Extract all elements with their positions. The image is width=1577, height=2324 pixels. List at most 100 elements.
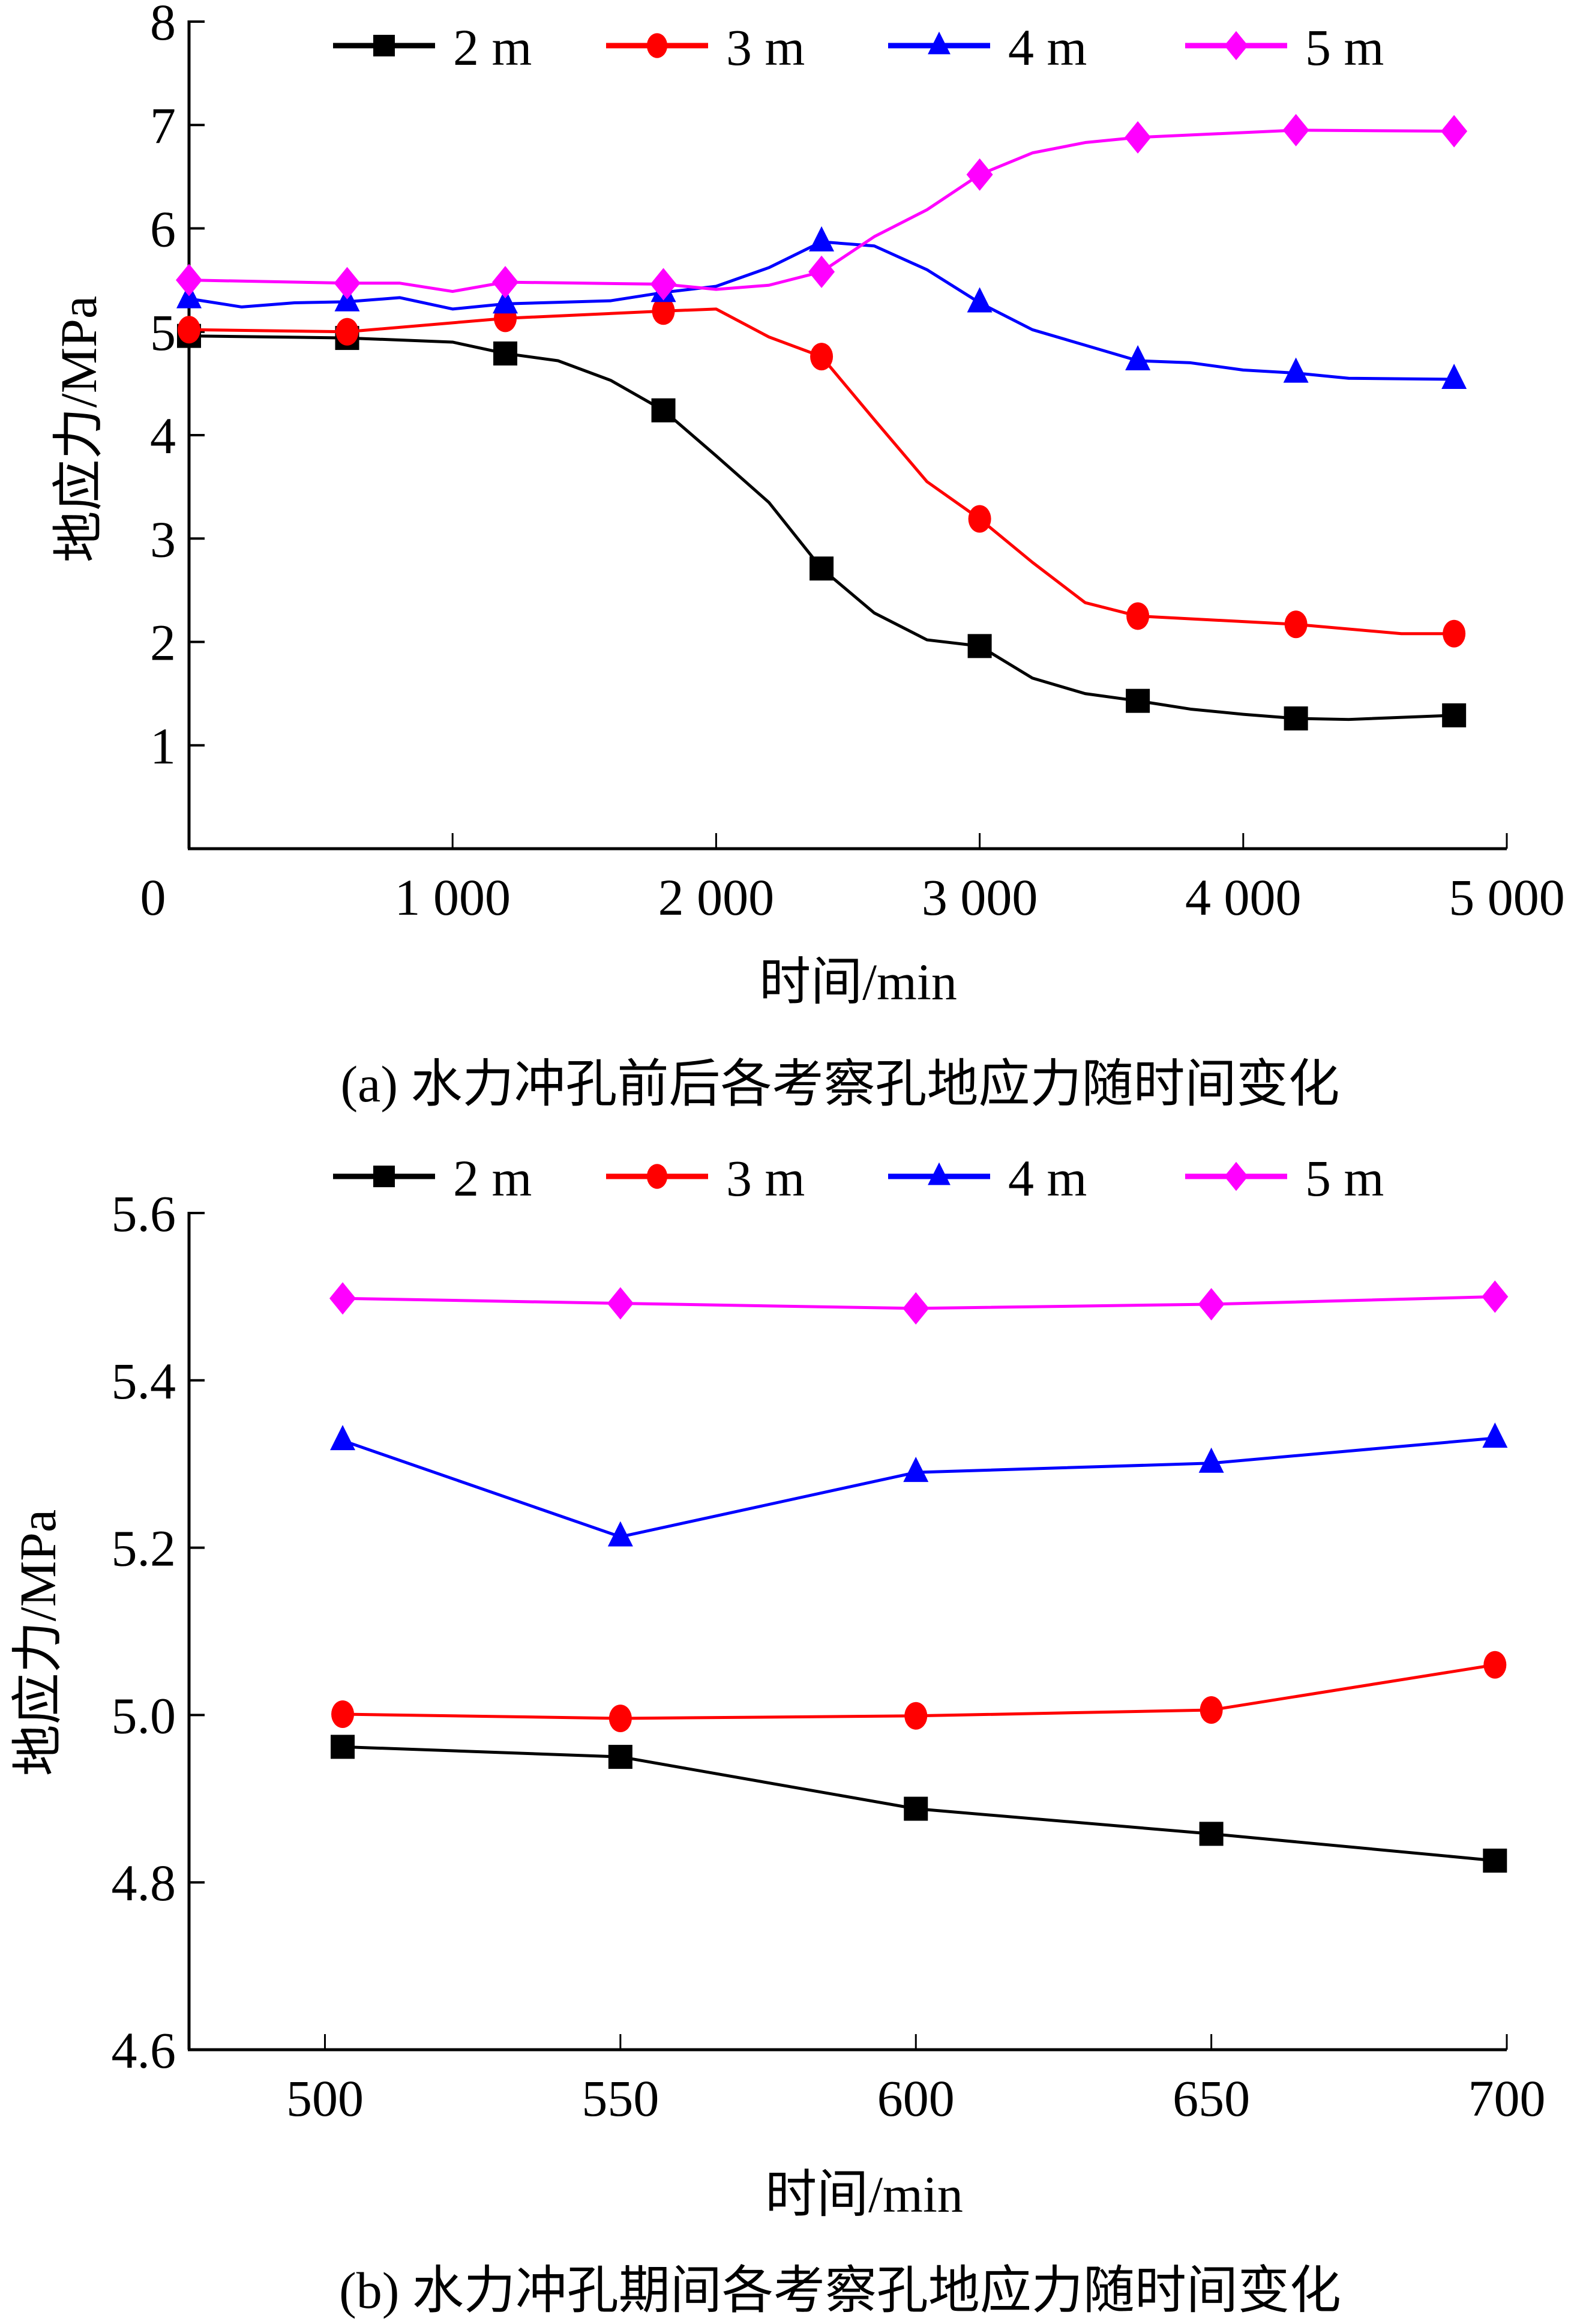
chart-a-point-2m	[1284, 706, 1308, 730]
chart-a-legend-marker	[1224, 31, 1248, 61]
chart-b-point-4m	[903, 1457, 929, 1483]
chart-b-point-5m	[1198, 1287, 1225, 1320]
chart-a-point-5m	[492, 266, 519, 299]
chart-a-legend-label: 3 m	[726, 19, 805, 76]
chart-a-xtick-label: 0	[140, 868, 166, 926]
chart-a-ytick-label: 4	[150, 407, 176, 465]
chart-b-point-5m	[1482, 1280, 1509, 1313]
chart-b-point-5m	[903, 1292, 930, 1325]
chart-b-point-3m	[1200, 1696, 1223, 1724]
chart-b-xtick-label: 500	[286, 2070, 364, 2127]
chart-b-point-3m	[904, 1702, 928, 1730]
chart-a-point-5m	[1441, 115, 1468, 148]
chart-a-xtick-label: 5 000	[1449, 868, 1565, 926]
chart-a-point-4m	[967, 287, 993, 313]
chart-b-legend-marker	[928, 1162, 951, 1185]
chart-a-ytick-label: 6	[150, 200, 176, 258]
chart-b-legend-label: 2 m	[453, 1149, 532, 1207]
chart-a-point-5m	[966, 158, 993, 191]
chart-b-ytick-label: 5.6	[112, 1185, 176, 1242]
chart-a-ytick-label: 1	[150, 717, 176, 775]
chart-b-ytick-label: 5.4	[112, 1352, 176, 1410]
chart-b-point-4m	[607, 1521, 633, 1547]
chart-b-xlabel: 时间/min	[765, 2166, 963, 2223]
chart-b-point-2m	[331, 1735, 355, 1759]
chart-b-point-3m	[1483, 1651, 1507, 1679]
chart-a-xlabel: 时间/min	[759, 953, 957, 1011]
chart-a-point-2m	[1442, 703, 1467, 727]
chart-b-point-5m	[607, 1287, 634, 1320]
chart-a-line-2m	[188, 334, 1455, 721]
chart-a-legend-label: 4 m	[1008, 19, 1087, 76]
chart-a-point-5m	[334, 266, 361, 300]
chart-a-xtick-label: 1 000	[394, 868, 511, 926]
chart-b-caption: (b) 水力冲孔期间各考察孔地应力随时间变化	[339, 2262, 1341, 2319]
chart-a-point-3m	[1126, 602, 1150, 630]
chart-a-point-5m	[1282, 113, 1309, 146]
chart-b-point-4m	[1482, 1422, 1508, 1448]
chart-b-point-4m	[1198, 1447, 1224, 1473]
chart-a-point-4m	[1283, 357, 1309, 383]
chart-b-legend-label: 3 m	[726, 1149, 805, 1207]
chart-a-point-5m	[650, 268, 677, 301]
chart-a-xtick-label: 3 000	[922, 868, 1038, 926]
chart-b-point-2m	[608, 1745, 632, 1769]
chart-a-point-3m	[1443, 619, 1466, 648]
chart-a-ytick-label: 2	[150, 614, 176, 672]
chart-b-point-5m	[329, 1282, 356, 1315]
chart-a-point-2m	[967, 634, 992, 658]
chart-b-point-2m	[1199, 1822, 1224, 1846]
chart-a-point-2m	[651, 398, 676, 423]
chart-b-legend-label: 5 m	[1305, 1149, 1384, 1207]
chart-a-point-5m	[176, 263, 202, 297]
chart-b: 地应力/MPa 时间/min (b) 水力冲孔期间各考察孔地应力随时间变化 4.…	[9, 1149, 1546, 2319]
chart-a-point-4m	[809, 226, 835, 251]
chart-b-point-2m	[904, 1796, 928, 1821]
chart-b-xtick-label: 550	[581, 2070, 659, 2127]
chart-b-legend-label: 4 m	[1008, 1149, 1087, 1207]
chart-a-legend-label: 2 m	[453, 19, 532, 76]
chart-b-ylabel: 地应力/MPa	[9, 1510, 67, 1776]
chart-b-ytick-label: 4.6	[112, 2021, 176, 2079]
chart-b-point-4m	[330, 1425, 356, 1451]
chart-a-xtick-label: 2 000	[658, 868, 775, 926]
chart-b-legend-marker	[373, 1166, 395, 1187]
chart-b-xtick-label: 650	[1173, 2070, 1250, 2127]
chart-b-point-3m	[608, 1704, 632, 1732]
chart-b-line-4m	[342, 1436, 1495, 1538]
chart-a-ylabel: 地应力/MPa	[50, 296, 107, 562]
chart-b-ytick-label: 5.2	[112, 1520, 176, 1577]
chart-b-point-2m	[1483, 1848, 1507, 1873]
chart-a-point-2m	[1126, 688, 1150, 713]
chart-a-point-4m	[1441, 363, 1467, 389]
chart-a: 地应力/MPa 时间/min (a) 水力冲孔前后各考察孔地应力随时间变化 1 2…	[50, 0, 1565, 1113]
chart-a-point-5m	[1125, 121, 1152, 154]
chart-a-point-5m	[808, 255, 835, 288]
chart-a-point-3m	[810, 343, 834, 371]
chart-a-ytick-label: 3	[150, 510, 176, 568]
chart-a-point-3m	[652, 297, 675, 325]
chart-a-ytick-label: 7	[150, 97, 176, 154]
chart-a-ytick-label: 8	[150, 0, 176, 51]
chart-b-ytick-label: 4.8	[112, 1854, 176, 1912]
chart-a-point-3m	[178, 316, 200, 344]
chart-b-ytick-label: 5.0	[112, 1687, 176, 1744]
chart-b-point-3m	[331, 1700, 355, 1729]
chart-a-caption: (a) 水力冲孔前后各考察孔地应力随时间变化	[341, 1055, 1340, 1113]
chart-a-legend-marker	[373, 35, 395, 56]
chart-b-legend-marker	[1224, 1161, 1248, 1191]
chart-a-point-3m	[335, 318, 359, 346]
chart-a-point-3m	[968, 505, 991, 533]
chart-a-line-3m	[188, 307, 1455, 636]
chart-a-point-3m	[1284, 610, 1308, 639]
chart-a-xtick-label: 4 000	[1185, 868, 1302, 926]
chart-a-point-2m	[493, 341, 518, 366]
chart-a-point-2m	[810, 556, 834, 581]
chart-a-legend-marker	[928, 31, 951, 55]
chart-a-point-4m	[1125, 345, 1151, 370]
chart-b-xtick-label: 600	[877, 2070, 955, 2127]
chart-b-xtick-label: 700	[1468, 2070, 1546, 2127]
chart-a-legend-label: 5 m	[1305, 19, 1384, 76]
chart-a-ytick-label: 5	[150, 304, 176, 361]
chart-a-point-4m	[493, 288, 518, 314]
